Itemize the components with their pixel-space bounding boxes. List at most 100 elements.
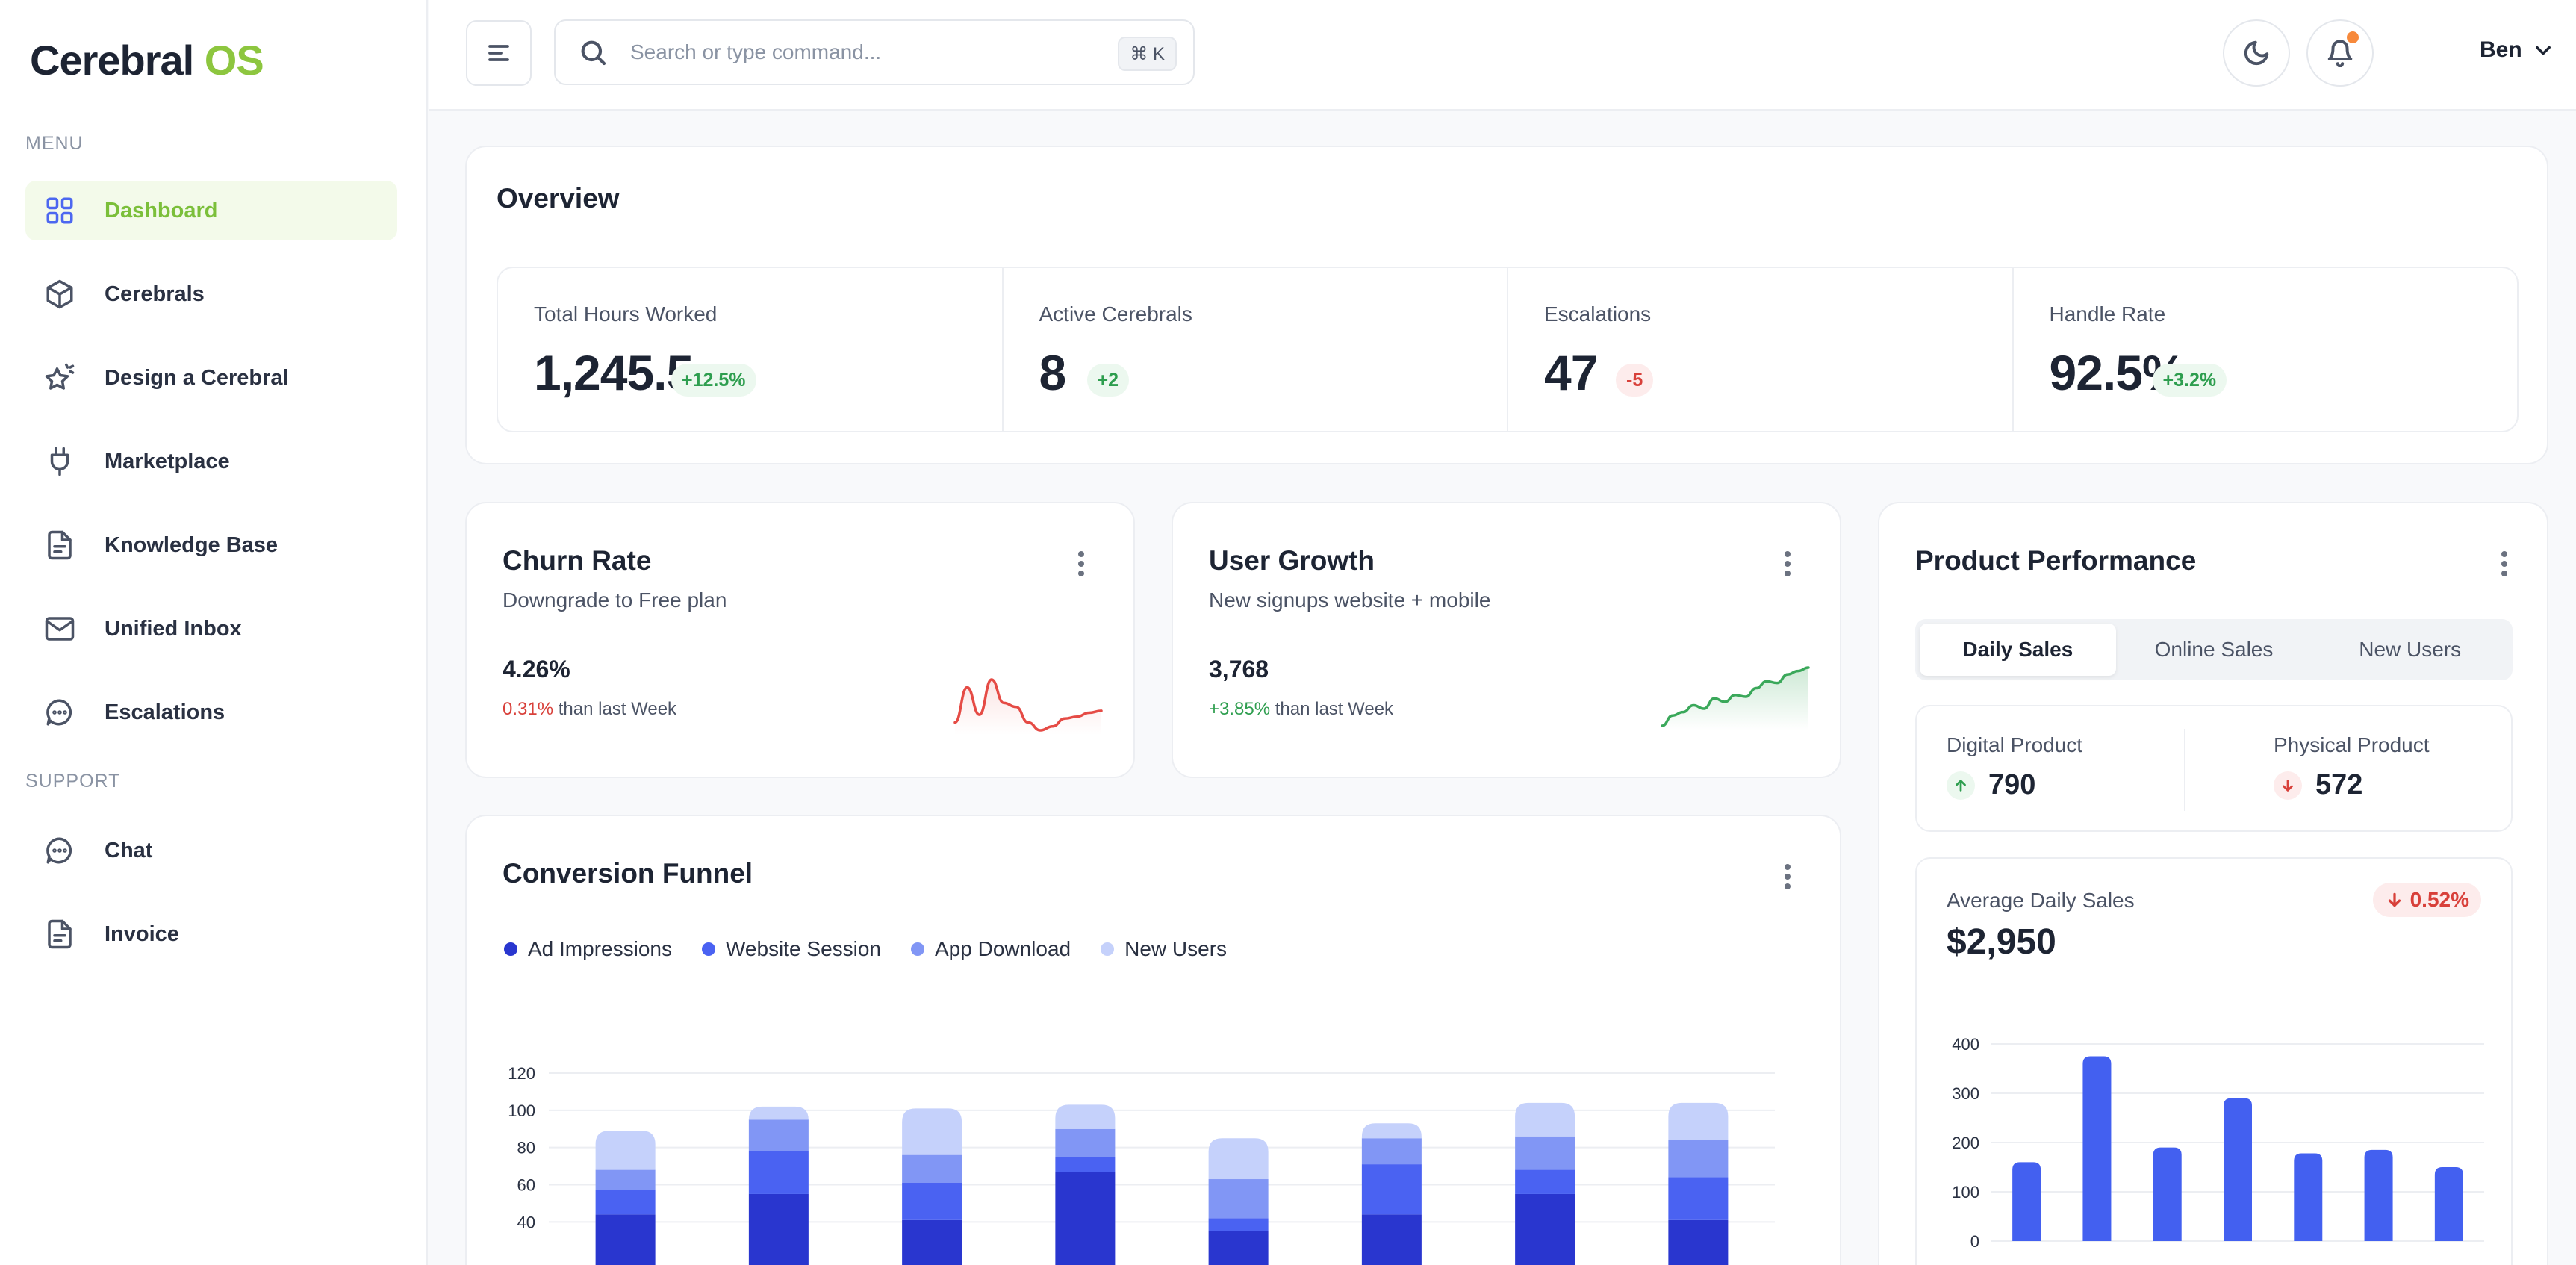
legend-dot — [911, 942, 924, 956]
cube-icon — [43, 278, 76, 311]
more-options-icon[interactable] — [1776, 545, 1799, 582]
app-logo[interactable]: Cerebral OS — [30, 36, 264, 84]
sparkline-area — [955, 680, 1101, 735]
support-section-label: SUPPORT — [25, 771, 121, 792]
grid-icon — [43, 194, 76, 227]
y-tick-label: 200 — [1952, 1134, 1979, 1152]
menu-section-label: MENU — [25, 133, 84, 154]
funnel-bar-segment — [1208, 1218, 1269, 1231]
logo-accent: OS — [204, 37, 264, 84]
physical-product-value: 572 — [2315, 769, 2363, 801]
x-tick-label: Fri — [2298, 1264, 2318, 1265]
legend-item[interactable]: Ad Impressions — [504, 937, 672, 961]
sidebar-item-label: Cerebrals — [105, 282, 205, 306]
y-tick-label: 400 — [1952, 1035, 1979, 1054]
legend-item[interactable]: Website Session — [701, 937, 881, 961]
growth-title: User Growth — [1209, 545, 1375, 576]
arrow-down-icon — [2388, 892, 2401, 907]
avg-sales-change-badge: 0.52% — [2372, 883, 2481, 917]
top-header: ⌘ K Ben — [429, 0, 2576, 111]
sidebar-item-label: Dashboard — [105, 198, 218, 223]
stat-label: Active Cerebrals — [1039, 302, 1192, 326]
x-tick-label: Wed — [2150, 1264, 2184, 1265]
growth-value: 3,768 — [1209, 656, 1269, 683]
funnel-bar-segment — [748, 1106, 809, 1120]
funnel-bar-segment — [1208, 1179, 1269, 1219]
funnel-bar-segment — [748, 1151, 809, 1194]
y-tick-label: 100 — [1952, 1183, 1979, 1202]
funnel-bar-segment — [1361, 1214, 1422, 1265]
churn-change-value: 0.31% — [503, 699, 554, 719]
tab-daily-sales[interactable]: Daily Sales — [1920, 624, 2116, 676]
chat-bubble-icon — [43, 696, 76, 729]
stat-value: 8 — [1039, 345, 1067, 400]
search-icon — [578, 37, 608, 67]
y-tick-label: 300 — [1952, 1084, 1979, 1103]
sidebar-item-label: Escalations — [105, 700, 225, 724]
funnel-bar-segment — [1055, 1157, 1116, 1172]
sidebar-item-dashboard[interactable]: Dashboard — [25, 181, 397, 240]
user-menu[interactable]: Ben — [2480, 37, 2554, 63]
funnel-bar-segment — [902, 1108, 962, 1155]
search-bar[interactable]: ⌘ K — [554, 19, 1195, 85]
arrow-down-icon — [2274, 771, 2302, 800]
sales-bar — [2294, 1153, 2323, 1241]
y-tick-label: 0 — [1970, 1232, 1979, 1251]
x-tick-label: Sat — [2366, 1264, 2391, 1265]
divider — [2184, 729, 2185, 811]
search-input[interactable] — [630, 40, 1093, 64]
sidebar-item-label: Marketplace — [105, 449, 230, 473]
stat-value: 1,245.5 — [534, 345, 694, 400]
funnel-bar-segment — [1668, 1140, 1729, 1178]
sidebar-item-unified-inbox[interactable]: Unified Inbox — [25, 599, 397, 659]
more-options-icon[interactable] — [1776, 858, 1799, 895]
average-daily-sales-card: Average Daily Sales $2,950 0.52% 0 100 200… — [1915, 857, 2513, 1265]
x-tick-label: Mon — [2011, 1264, 2043, 1265]
physical-product-value-row: 572 — [2274, 769, 2362, 801]
funnel-bar-segment — [748, 1193, 809, 1265]
sidebar-item-knowledge-base[interactable]: Knowledge Base — [25, 515, 397, 575]
y-tick-label: 60 — [517, 1176, 535, 1195]
sparkline-area — [1662, 668, 1808, 730]
notifications-button[interactable] — [2306, 19, 2374, 87]
avg-sales-value: $2,950 — [1947, 922, 2056, 962]
sidebar-item-label: Design a Cerebral — [105, 365, 289, 390]
stat-change-badge: +3.2% — [2152, 364, 2227, 397]
sidebar-item-invoice[interactable]: Invoice — [25, 904, 397, 964]
overview-card: Overview Total Hours Worked 1,245.5 +12.… — [465, 146, 2548, 464]
churn-change: 0.31% than last Week — [503, 699, 676, 720]
sidebar-item-marketplace[interactable]: Marketplace — [25, 432, 397, 491]
product-split-card: Digital Product 790 Physical Product 572 — [1915, 705, 2513, 832]
tab-new-users[interactable]: New Users — [2359, 638, 2462, 661]
stat-active-cerebrals: Active Cerebrals 8 +2 — [1004, 268, 1508, 431]
stats-row: Total Hours Worked 1,245.5 +12.5% Active… — [497, 267, 2519, 432]
more-options-icon[interactable] — [2493, 545, 2516, 582]
legend-label: Ad Impressions — [528, 937, 672, 960]
sidebar-item-chat[interactable]: Chat — [25, 821, 397, 880]
funnel-bar-segment — [595, 1169, 656, 1190]
funnel-bar-segment — [1515, 1102, 1575, 1137]
stat-change-badge: +2 — [1086, 364, 1130, 397]
more-options-icon[interactable] — [1070, 545, 1092, 582]
theme-toggle-button[interactable] — [2223, 19, 2290, 87]
sidebar-item-design-a-cerebral[interactable]: Design a Cerebral — [25, 348, 397, 408]
conversion-funnel-card: Conversion Funnel Ad Impressions Website… — [465, 815, 1841, 1265]
stat-change-badge: +12.5% — [671, 364, 756, 397]
mail-icon — [43, 612, 76, 645]
legend-item[interactable]: App Download — [911, 937, 1071, 961]
y-tick-label: 80 — [517, 1139, 535, 1157]
tab-online-sales[interactable]: Online Sales — [2154, 638, 2274, 661]
stat-total-hours: Total Hours Worked 1,245.5 +12.5% — [498, 268, 1004, 431]
menu-toggle-button[interactable] — [466, 20, 532, 86]
sidebar-item-escalations[interactable]: Escalations — [25, 683, 397, 742]
funnel-bar-segment — [595, 1214, 656, 1265]
sidebar-item-label: Knowledge Base — [105, 532, 279, 557]
sidebar-item-label: Invoice — [105, 921, 179, 946]
x-tick-label: Sun — [2434, 1264, 2463, 1265]
legend-item[interactable]: New Users — [1101, 937, 1227, 961]
funnel-bar-segment — [1361, 1123, 1422, 1139]
user-growth-card: User Growth New signups website + mobile… — [1172, 502, 1841, 778]
sidebar-item-cerebrals[interactable]: Cerebrals — [25, 264, 397, 324]
avg-sales-label: Average Daily Sales — [1947, 889, 2135, 912]
funnel-bar-segment — [1515, 1169, 1575, 1194]
